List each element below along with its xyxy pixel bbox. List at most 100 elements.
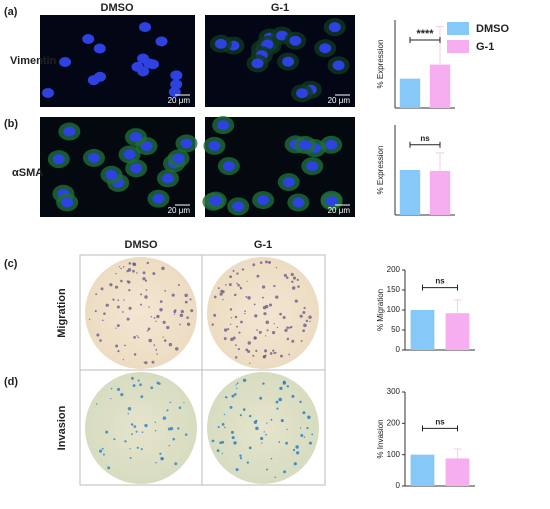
row-label: αSMA — [12, 167, 43, 179]
stained-cell — [99, 449, 103, 453]
nucleus — [214, 38, 227, 49]
stained-cell — [144, 361, 148, 365]
stained-cell — [217, 287, 220, 290]
nucleus — [257, 195, 270, 206]
stained-cell — [223, 337, 227, 340]
stained-cell — [229, 275, 232, 279]
stained-cell — [127, 268, 132, 272]
legend-label: G-1 — [476, 41, 494, 53]
y-axis-label: % Expression — [376, 40, 385, 89]
stained-cell — [284, 328, 288, 333]
stained-cell — [290, 325, 293, 329]
stained-cell — [171, 293, 175, 297]
stained-cell — [110, 397, 112, 400]
stained-cell — [246, 461, 249, 464]
stained-cell — [223, 328, 228, 332]
stained-cell — [291, 394, 295, 398]
stained-cell — [264, 349, 268, 353]
nucleus — [52, 154, 65, 165]
column-label: DMSO — [101, 2, 134, 14]
stained-cell — [233, 293, 237, 297]
stained-cell — [236, 282, 238, 285]
nucleus — [152, 193, 165, 204]
stained-cell — [163, 339, 167, 342]
stained-cell — [129, 456, 132, 459]
stained-cell — [166, 409, 169, 412]
bar — [410, 310, 435, 350]
stained-cell — [128, 306, 132, 310]
stained-cell — [154, 421, 156, 424]
nucleus — [296, 88, 309, 99]
stained-cell — [228, 283, 232, 286]
nucleus — [209, 195, 222, 206]
stained-cell — [285, 276, 289, 279]
nucleus — [129, 132, 142, 143]
stained-cell — [159, 300, 163, 303]
stained-cell — [94, 310, 97, 313]
stained-cell — [213, 313, 217, 317]
legend-swatch — [447, 22, 469, 35]
stained-cell — [292, 448, 296, 452]
y-axis-label: % Expression — [376, 146, 385, 195]
stained-cell — [184, 300, 188, 304]
stained-cell — [307, 415, 311, 419]
stained-cell — [231, 394, 235, 398]
stained-cell — [245, 348, 248, 352]
stained-cell — [262, 355, 266, 359]
nucleus — [131, 61, 144, 72]
stained-cell — [132, 384, 136, 387]
y-tick-label: 200 — [387, 418, 401, 427]
stained-cell — [159, 452, 162, 455]
stained-cell — [217, 425, 220, 428]
stained-cell — [174, 462, 178, 466]
stained-cell — [184, 433, 188, 436]
stained-cell — [278, 397, 283, 402]
stained-cell — [299, 400, 302, 404]
stained-cell — [236, 382, 239, 385]
scale-bar-label: 20 μm — [328, 206, 351, 215]
stained-cell — [285, 441, 288, 445]
nucleus — [63, 126, 76, 137]
stained-cell — [162, 336, 164, 338]
stained-cell — [272, 331, 276, 335]
stained-cell — [252, 263, 256, 267]
stained-cell — [219, 441, 223, 445]
column-label: G-1 — [254, 239, 272, 251]
stained-cell — [102, 453, 105, 456]
nucleus — [251, 58, 264, 69]
stained-cell — [268, 261, 270, 264]
stained-cell — [169, 426, 174, 431]
stained-cell — [156, 353, 158, 355]
stained-cell — [122, 359, 124, 361]
stained-cell — [305, 319, 309, 323]
stained-cell — [245, 296, 248, 298]
stained-cell — [247, 341, 251, 345]
stained-cell — [122, 266, 125, 268]
stained-cell — [131, 433, 133, 436]
stained-cell — [260, 436, 264, 441]
nucleus — [319, 43, 332, 54]
stained-cell — [252, 354, 255, 357]
stained-cell — [292, 276, 297, 280]
stained-cell — [263, 431, 265, 433]
nucleus — [306, 161, 319, 172]
stained-cell — [291, 280, 294, 283]
stained-cell — [234, 315, 238, 319]
stained-cell — [311, 433, 314, 436]
stained-cell — [286, 385, 289, 388]
y-tick-label: 150 — [387, 285, 401, 294]
stained-cell — [303, 436, 306, 438]
stained-cell — [255, 426, 259, 431]
stained-cell — [229, 308, 233, 311]
stained-cell — [127, 412, 130, 415]
stained-cell — [144, 423, 148, 428]
stained-cell — [162, 320, 166, 324]
stained-cell — [223, 413, 226, 416]
stained-cell — [114, 285, 119, 289]
scale-bar-label: 20 μm — [328, 96, 351, 105]
stained-cell — [105, 430, 109, 434]
stained-cell — [283, 470, 287, 474]
stained-cell — [221, 452, 224, 455]
stained-cell — [95, 293, 98, 296]
